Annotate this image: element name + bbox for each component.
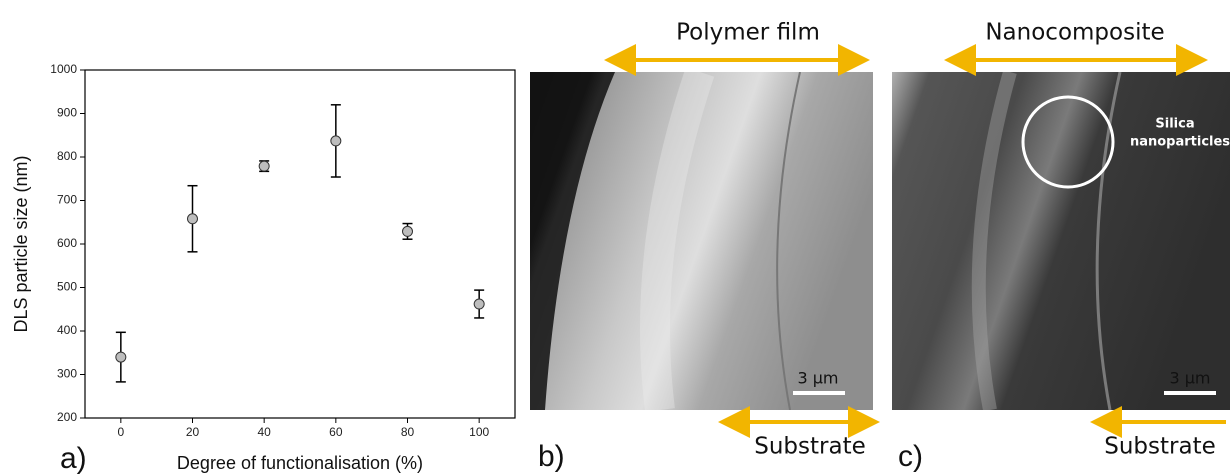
y-tick-label: 400	[57, 323, 77, 337]
x-tick-label: 40	[257, 425, 271, 439]
panel-label: b)	[538, 440, 565, 473]
x-tick-label: 20	[186, 425, 200, 439]
scale-bar	[1164, 391, 1216, 395]
point	[403, 226, 413, 236]
bottom-caption: Substrate	[754, 434, 866, 460]
point	[474, 299, 484, 309]
panel-label: a)	[60, 442, 87, 475]
x-tick-label: 60	[329, 425, 343, 439]
scale-label: 3 µm	[797, 369, 838, 388]
sem-image-c: Silica nanoparticles	[892, 72, 1230, 410]
y-tick-label: 200	[57, 410, 77, 424]
y-tick-label: 600	[57, 236, 77, 250]
x-tick-label: 100	[469, 425, 489, 439]
x-tick-label: 80	[401, 425, 415, 439]
y-tick-label: 1000	[50, 62, 77, 76]
plot: 200 300 400 500 600 700 800 900 1000 0 20 40 60 80 100	[50, 62, 515, 439]
plot-frame	[85, 70, 515, 418]
annotation: nanoparticles	[1130, 135, 1230, 150]
top-caption: Polymer film	[676, 20, 820, 46]
y-tick-label: 900	[57, 106, 77, 120]
scale-label: 3 µm	[1169, 369, 1210, 388]
point	[188, 214, 198, 224]
point	[259, 161, 269, 171]
bottom-caption: Substrate	[1104, 434, 1216, 460]
y-tick-label: 800	[57, 149, 77, 163]
figure: 200 300 400 500 600 700 800 900 1000 0 20 40 60 80 100…	[0, 0, 1230, 476]
annotation: Silica	[1155, 117, 1194, 132]
scale-bar	[793, 391, 845, 395]
panel-label: c)	[898, 440, 923, 473]
sem-image-b	[530, 72, 873, 410]
x-axis-label: Degree of functionalisation (%)	[177, 453, 423, 473]
point	[331, 136, 341, 146]
y-tick-label: 700	[57, 193, 77, 207]
point	[116, 352, 126, 362]
y-tick-label: 500	[57, 280, 77, 294]
y-tick-label: 300	[57, 367, 77, 381]
x-tick-label: 0	[117, 425, 124, 439]
top-caption: Nanocomposite	[985, 20, 1164, 46]
y-axis-label: DLS particle size (nm)	[11, 155, 31, 332]
